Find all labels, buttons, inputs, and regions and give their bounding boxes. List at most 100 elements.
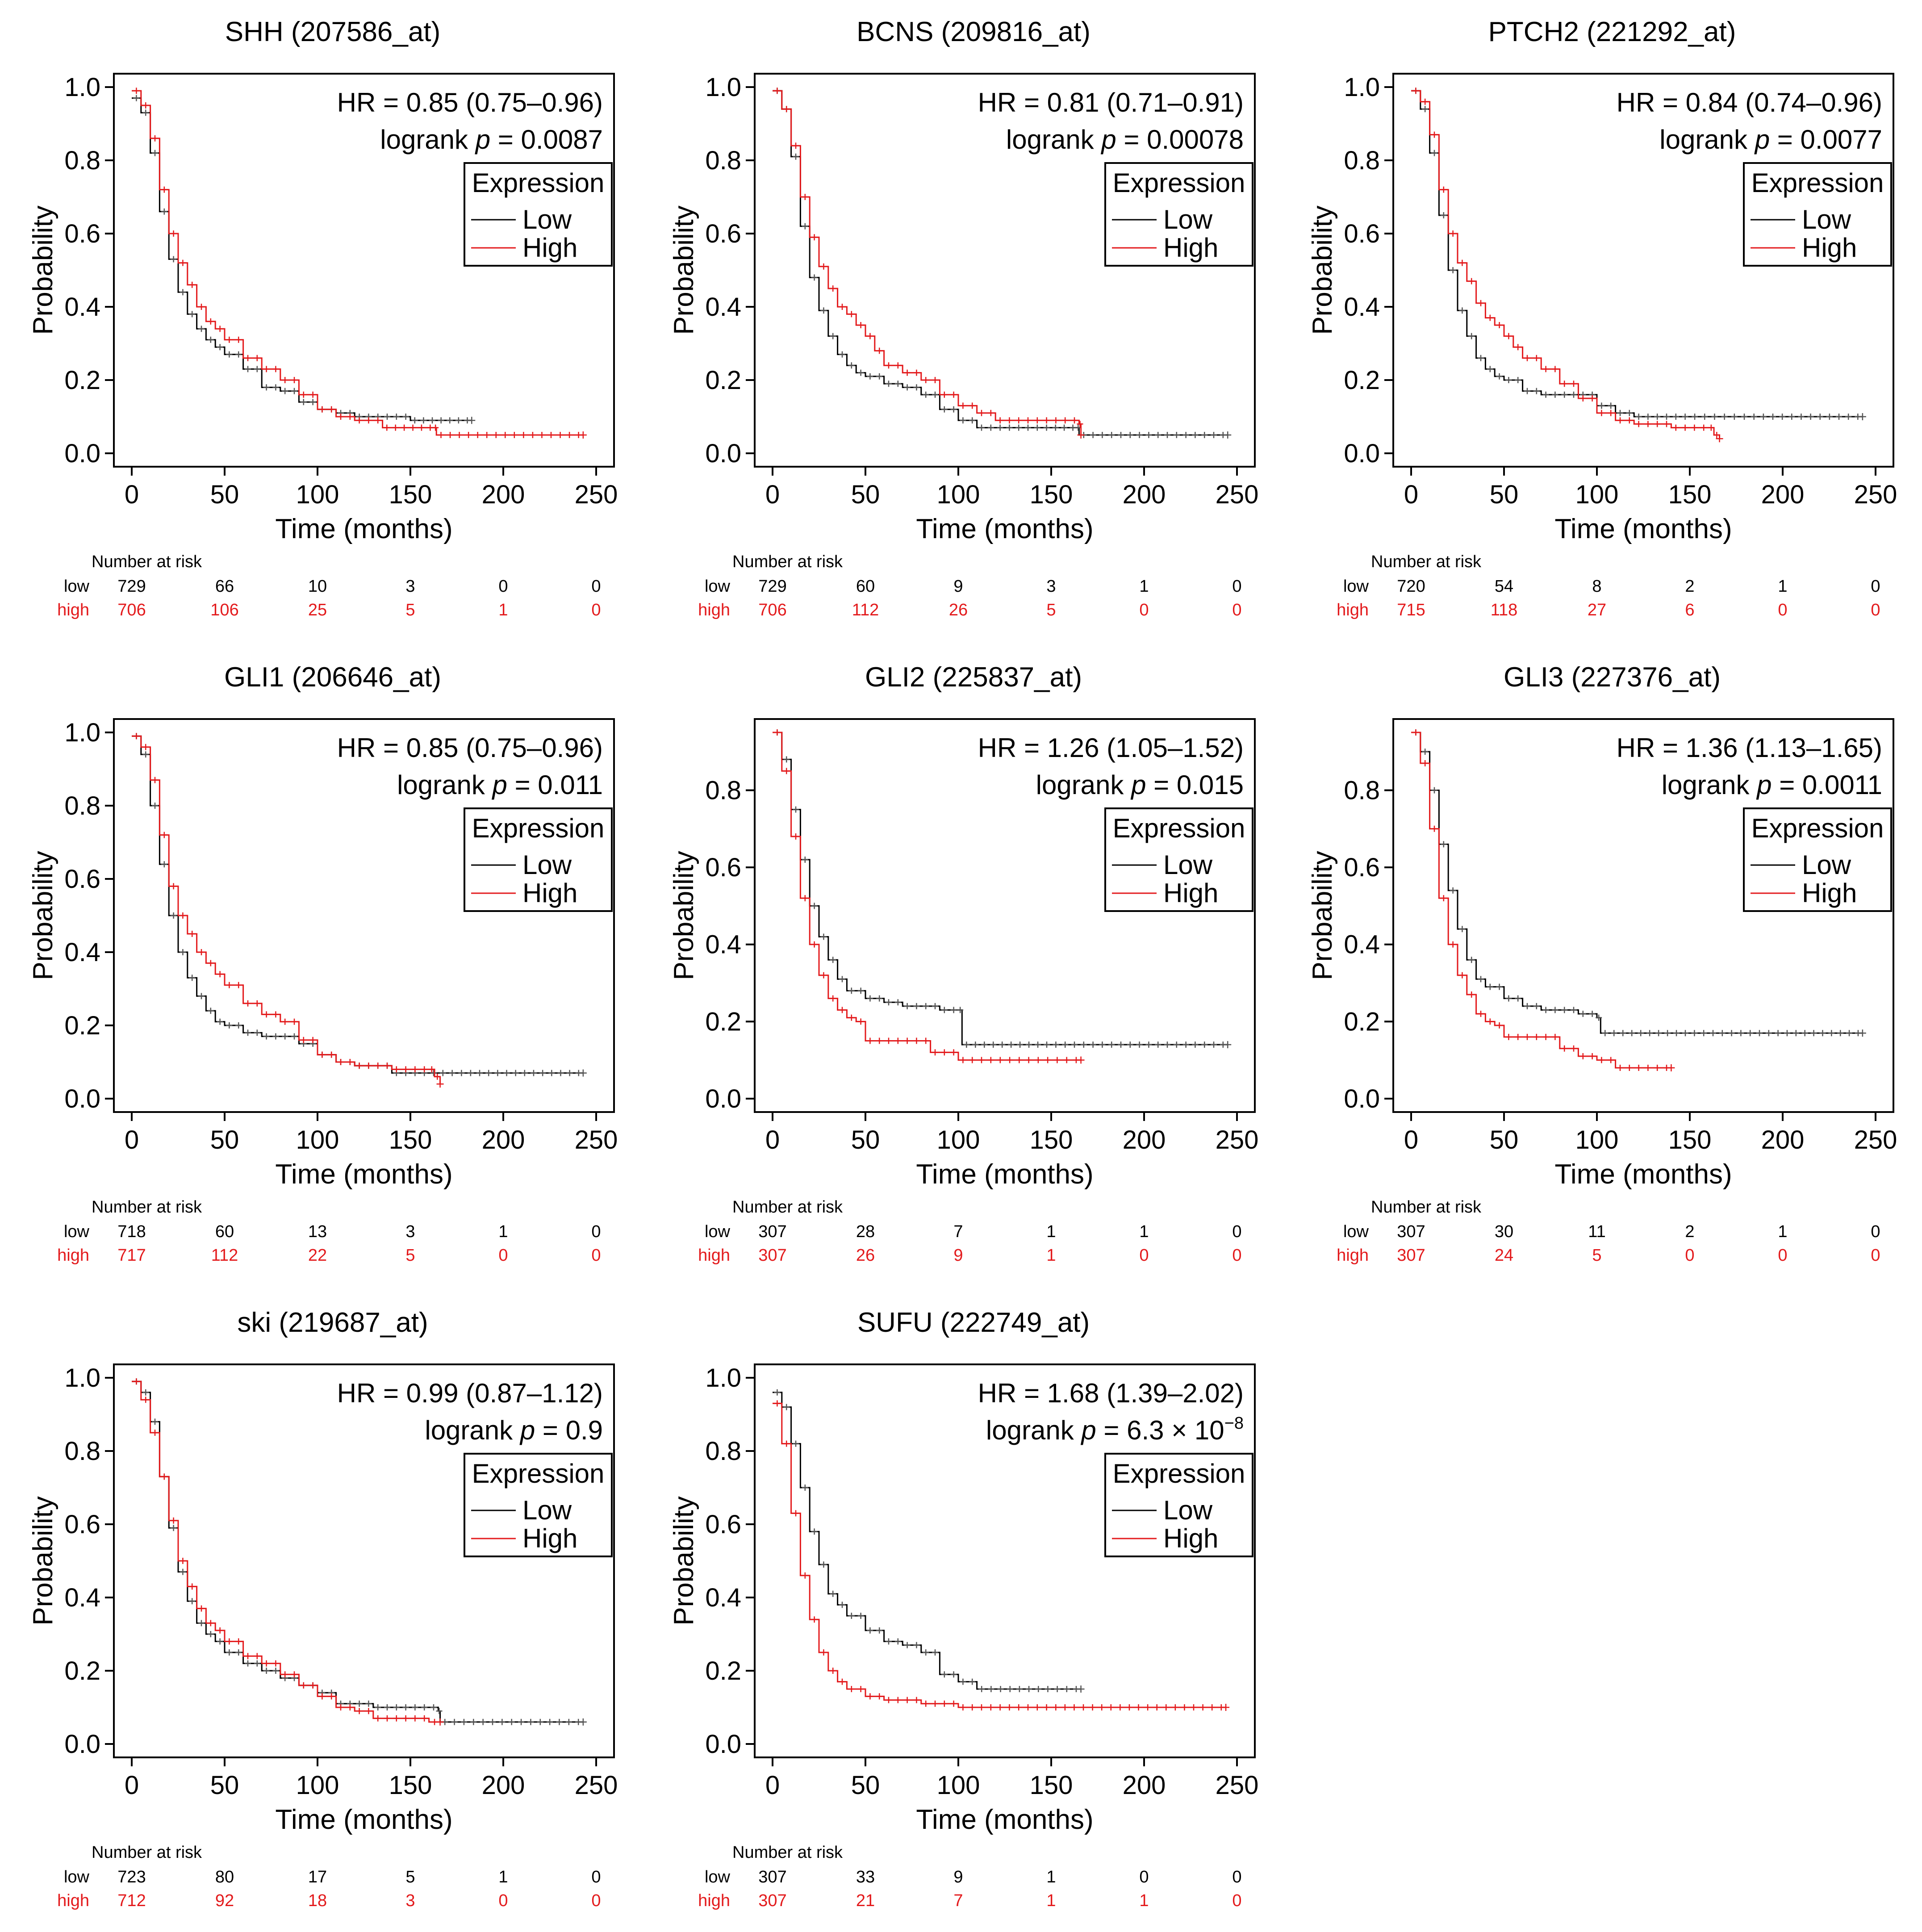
y-tick-label: 0.8 [64,791,100,820]
censor-mark [207,336,214,343]
censor-mark [1008,1041,1015,1048]
censor-mark [1505,377,1512,383]
censor-mark [161,832,167,838]
risk-low-value: 8 [1592,577,1601,596]
censor-mark [235,1649,242,1656]
risk-header: Number at risk [732,1198,843,1217]
censor-mark [347,1059,353,1065]
km-curve-high [132,1380,440,1723]
censor-mark [556,1719,563,1725]
censor-mark [1126,1704,1132,1710]
risk-low-value: 3 [1046,577,1056,596]
x-tick-label: 0 [1404,1125,1418,1154]
censor-mark [1673,1030,1680,1037]
censor-mark [1608,410,1614,416]
x-tick-label: 0 [1404,480,1418,509]
censor-mark [1107,1704,1114,1710]
censor-mark [857,369,864,376]
x-tick-label: 0 [765,1771,780,1800]
censor-mark [485,1070,492,1076]
censor-mark [493,432,499,438]
censor-mark [932,1003,938,1009]
censor-mark [557,432,564,438]
censor-mark [839,1602,845,1608]
censor-mark [894,362,901,369]
km-panel-3: PTCH2 (221292_at)0 50 100 150 200 2500.00.20.… [1307,17,1897,619]
censor-mark [1826,414,1833,420]
censor-mark [830,285,836,292]
censor-mark [217,1627,223,1634]
censor-mark [529,432,536,438]
x-axis-label: Time (months) [916,1159,1093,1190]
censor-mark [161,861,167,868]
censor-mark [1090,1041,1096,1048]
censor-mark [245,1029,251,1036]
censor-mark [1691,1030,1698,1037]
censor-mark [133,1378,140,1385]
censor-mark [460,1719,467,1725]
risk-high-value: 0 [591,1246,601,1265]
y-tick-label: 0.8 [1344,776,1380,805]
censor-mark [1708,424,1714,431]
censor-mark [226,1022,233,1029]
risk-low-value: 33 [856,1868,875,1886]
censor-mark [319,1693,326,1700]
censor-mark [987,1057,994,1063]
censor-mark [1515,1033,1521,1040]
risk-high-label: high [698,1246,730,1265]
censor-mark [978,1057,985,1063]
x-axis-label: Time (months) [275,1804,452,1835]
censor-mark [207,1631,214,1637]
censor-mark [793,1440,799,1447]
censor-mark [793,806,799,813]
censor-mark [1224,431,1232,439]
censor-mark [1163,1704,1170,1710]
p-symbol: p [1100,125,1116,155]
risk-high-value: 712 [117,1891,146,1910]
legend-box [1104,162,1253,267]
censor-mark [1025,1704,1031,1710]
censor-mark [547,432,554,438]
censor-mark [1478,355,1484,361]
censor-mark [1431,825,1437,832]
x-tick-label: 0 [765,1125,780,1154]
logrank-text: logrank p = 0.9 [425,1415,603,1445]
km-panel-7: ski (219687_at)0 50 100 150 200 2500.00.20.40… [28,1307,618,1910]
censor-mark [430,1070,437,1076]
censor-mark [384,1704,390,1710]
y-tick-label: 0.0 [1344,1084,1380,1113]
censor-mark [941,1049,948,1056]
censor-mark [309,391,316,398]
risk-high-value: 9 [953,1246,963,1265]
risk-high-value: 0 [1232,1891,1241,1910]
y-tick-label: 0.0 [64,439,100,468]
censor-mark [384,424,390,431]
km-panel-1: SHH (207586_at)0 50 100 150 200 2500.00.20.40… [28,17,618,619]
censor-mark [1524,1033,1530,1040]
risk-header: Number at risk [92,1843,202,1862]
p-value: = 0.011 [507,770,603,800]
logrank-prefix: logrank [397,770,492,800]
censor-mark [857,987,864,994]
logrank-prefix: logrank [986,1415,1081,1445]
censor-mark [207,318,214,325]
legend-low-label: Low [1802,850,1851,880]
censor-mark [1719,1030,1726,1037]
censor-mark [226,1638,233,1645]
risk-low-value: 10 [308,577,327,596]
censor-mark [1192,1041,1199,1048]
km-panel-6: GLI3 (227376_at)0 50 100 150 200 2500.00.20.4… [1307,662,1897,1265]
x-tick-label: 200 [1123,1125,1166,1154]
censor-mark [923,377,929,383]
censor-mark [508,1719,515,1725]
chart-title: PTCH2 (221292_at) [1488,17,1736,47]
censor-mark [960,417,966,424]
censor-mark [1579,1053,1586,1060]
censor-mark [886,1697,892,1703]
censor-mark [263,366,270,372]
censor-mark [319,1051,326,1058]
x-tick-label: 50 [1490,1125,1519,1154]
x-tick-label: 150 [1668,1125,1712,1154]
censor-mark [198,1620,205,1627]
censor-mark [484,432,490,438]
